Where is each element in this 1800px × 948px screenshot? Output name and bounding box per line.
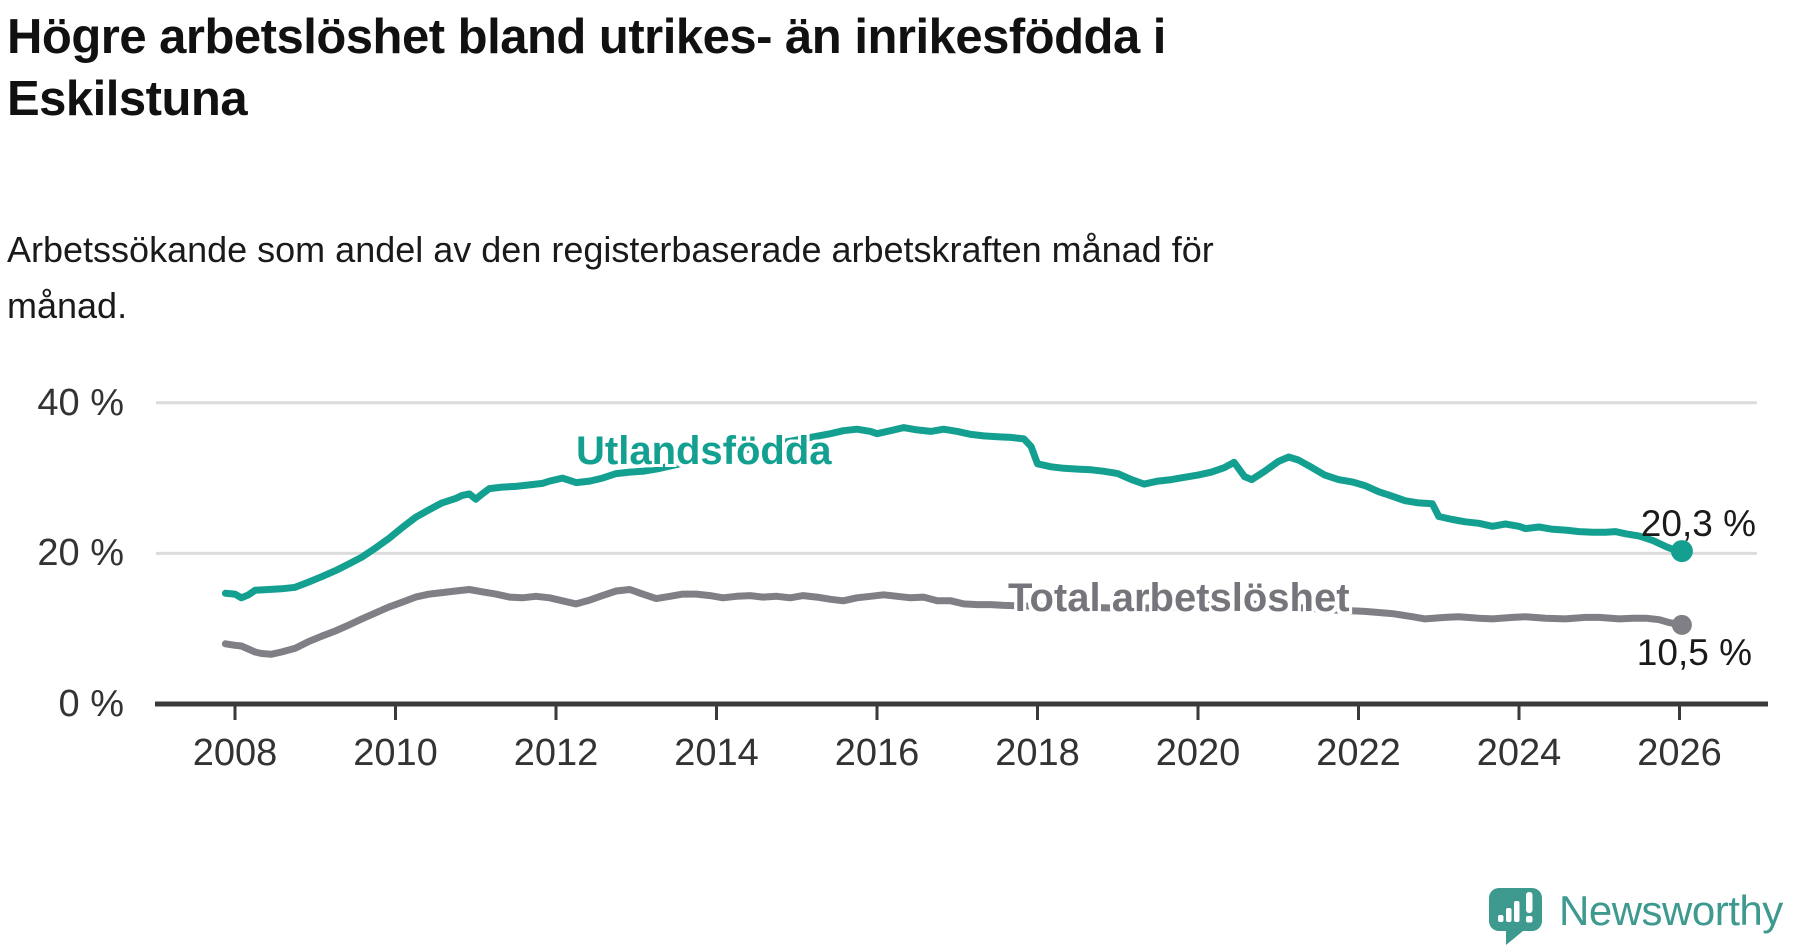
x-tick-label-2016: 2016 (834, 732, 920, 774)
end-value-label-total: 10,5 % (1636, 632, 1752, 673)
page-title: Högre arbetslöshet bland utrikes- än inr… (7, 6, 1507, 130)
x-tick-label-2010: 2010 (353, 732, 438, 774)
title-line-1: Högre arbetslöshet bland utrikes- än inr… (7, 10, 1166, 64)
y-tick-label-20: 20 % (37, 532, 124, 575)
series-line-0 (221, 424, 1686, 602)
title-line-2: Eskilstuna (7, 72, 248, 126)
newsworthy-logo: Newsworthy (1489, 888, 1783, 948)
y-tick-label-0: 0 % (58, 683, 124, 725)
logo-barchart-glyph (1498, 892, 1533, 923)
subtitle-line-1: Arbetssökande som andel av den registerb… (7, 229, 1214, 270)
series-label-total-arbetsloshet: Total arbetslöshet (1008, 576, 1350, 620)
series-end-dot-0 (1670, 540, 1693, 563)
y-tick-label-40: 40 % (37, 381, 124, 424)
x-tick-label-2022: 2022 (1316, 732, 1401, 774)
x-tick-label-2008: 2008 (192, 732, 278, 774)
x-tick-label-2014: 2014 (674, 732, 759, 774)
x-tick-label-2026: 2026 (1637, 732, 1722, 774)
x-tick-label-2020: 2020 (1155, 732, 1241, 774)
chart-subtitle: Arbetssökande som andel av den registerb… (7, 222, 1607, 334)
series-line-1 (221, 586, 1686, 658)
newsworthy-wordmark: Newsworthy (1559, 887, 1783, 934)
series-label-utlandsfodda: Utlandsfödda (576, 429, 832, 473)
series-end-dot-1 (1671, 614, 1692, 635)
newsworthy-logo-icon (1489, 888, 1542, 945)
x-tick-label-2024: 2024 (1476, 732, 1562, 774)
x-tick-label-2012: 2012 (513, 732, 599, 774)
end-value-label-utlandsfodda: 20,3 % (1640, 503, 1756, 544)
subtitle-line-2: månad. (7, 285, 128, 326)
x-tick-label-2018: 2018 (995, 732, 1080, 774)
